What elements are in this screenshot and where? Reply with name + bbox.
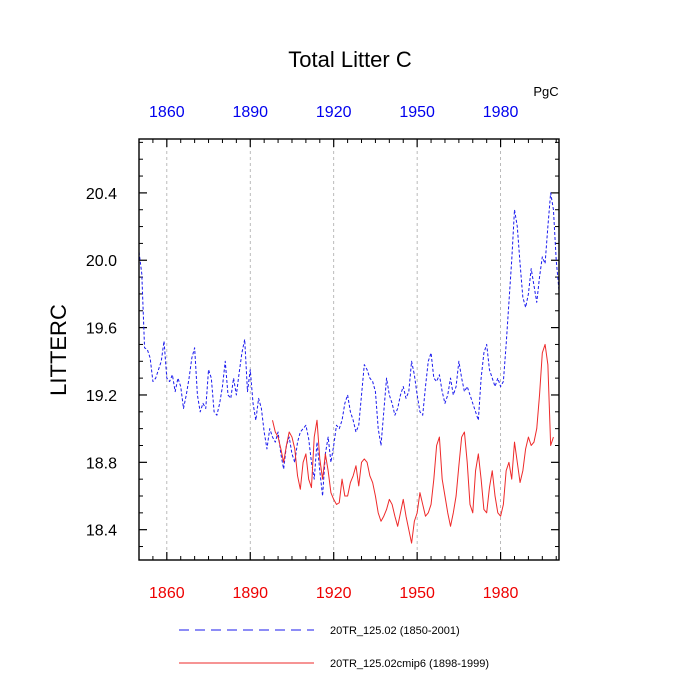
top-x-tick-label: 1980 [483, 104, 519, 121]
bottom-x-tick-label: 1890 [232, 585, 268, 602]
bottom-x-tick-label: 1950 [399, 585, 435, 602]
bottom-x-tick-label: 1980 [483, 585, 519, 602]
series-line-1 [138, 192, 560, 497]
y-tick-label: 18.8 [86, 455, 117, 472]
legend-label-series-1: 20TR_125.02 (1850-2001) [330, 625, 460, 637]
top-x-tick-label: 1860 [149, 104, 185, 121]
y-tick-label: 20.4 [86, 186, 117, 203]
tick-labels: 1860 1860 1890 1890 1920 1920 1950 1950 1980 1980… [86, 104, 519, 602]
legend: 20TR_125.02 (1850-2001) 20TR_125.02cmip6… [179, 625, 489, 670]
y-tick-label: 20.0 [86, 253, 117, 270]
series-line-2 [272, 343, 554, 544]
bottom-x-tick-label: 1860 [149, 585, 185, 602]
top-x-tick-label: 1950 [399, 104, 435, 121]
y-tick-label: 19.2 [86, 388, 117, 405]
y-tick-label: 19.6 [86, 321, 117, 338]
axis-ticks [138, 139, 559, 560]
chart-title: Total Litter C [288, 47, 412, 72]
bottom-x-tick-label: 1920 [316, 585, 352, 602]
top-x-tick-label: 1890 [232, 104, 268, 121]
series-layer [138, 192, 560, 544]
y-tick-label: 18.4 [86, 523, 117, 540]
top-x-tick-label: 1920 [316, 104, 352, 121]
units-label: PgC [533, 84, 558, 99]
legend-label-series-2: 20TR_125.02cmip6 (1898-1999) [330, 658, 489, 670]
gridlines [166, 139, 501, 560]
plot-frame [138, 138, 560, 561]
y-axis-title: LITTERC [46, 304, 71, 396]
